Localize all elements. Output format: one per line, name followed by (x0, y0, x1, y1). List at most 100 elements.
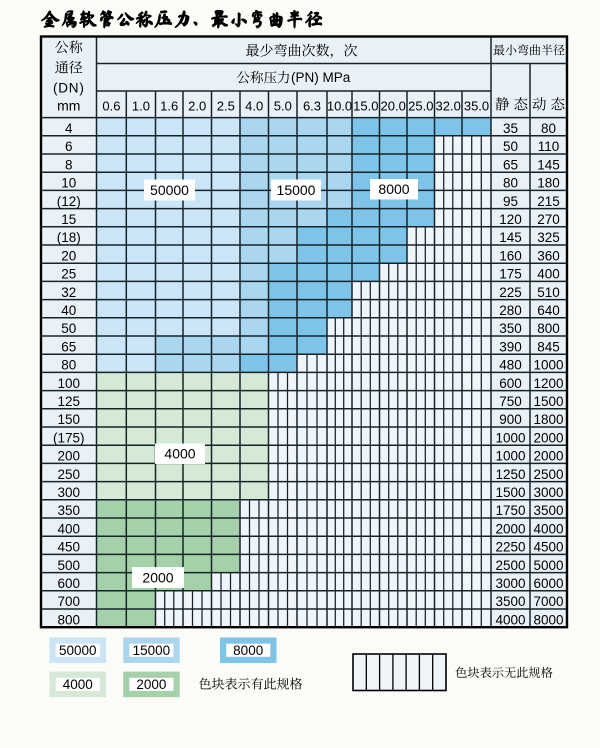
svg-text:50: 50 (503, 139, 518, 154)
svg-text:600: 600 (58, 576, 81, 591)
svg-text:25.0: 25.0 (408, 99, 433, 114)
svg-text:160: 160 (499, 248, 522, 263)
svg-text:750: 750 (499, 394, 522, 409)
svg-text:3500: 3500 (533, 503, 563, 518)
svg-text:1500: 1500 (533, 394, 563, 409)
svg-text:65: 65 (61, 339, 76, 354)
svg-text:(18): (18) (57, 230, 81, 245)
svg-text:1750: 1750 (495, 503, 525, 518)
svg-text:2500: 2500 (533, 467, 563, 482)
svg-text:5.0: 5.0 (274, 99, 292, 114)
svg-text:95: 95 (503, 194, 518, 209)
svg-text:3500: 3500 (495, 594, 525, 609)
svg-text:510: 510 (537, 285, 560, 300)
svg-text:8000: 8000 (233, 643, 263, 658)
svg-text:8: 8 (65, 157, 73, 172)
svg-text:(PN) MPa: (PN) MPa (291, 70, 351, 85)
svg-text:10: 10 (61, 176, 76, 191)
svg-text:845: 845 (537, 339, 560, 354)
svg-text:40: 40 (61, 303, 76, 318)
svg-text:15.0: 15.0 (353, 99, 378, 114)
svg-text:65: 65 (503, 157, 518, 172)
svg-text:0.6: 0.6 (102, 99, 120, 114)
svg-text:4500: 4500 (533, 540, 563, 555)
svg-text:35: 35 (503, 121, 518, 136)
svg-text:4000: 4000 (164, 446, 195, 462)
svg-text:20.0: 20.0 (381, 99, 406, 114)
svg-text:100: 100 (58, 376, 81, 391)
svg-text:1.0: 1.0 (132, 99, 150, 114)
svg-text:145: 145 (537, 157, 560, 172)
svg-text:2250: 2250 (495, 540, 525, 555)
svg-text:120: 120 (499, 212, 522, 227)
svg-text:2000: 2000 (136, 677, 166, 692)
svg-text:400: 400 (537, 267, 560, 282)
svg-text:125: 125 (58, 394, 81, 409)
svg-text:2.5: 2.5 (217, 99, 235, 114)
svg-text:2.0: 2.0 (188, 99, 206, 114)
svg-text:4000: 4000 (533, 521, 563, 536)
svg-text:4000: 4000 (495, 612, 525, 627)
svg-text:1.6: 1.6 (160, 99, 178, 114)
svg-text:1250: 1250 (495, 467, 525, 482)
svg-text:1000: 1000 (495, 430, 525, 445)
svg-text:1200: 1200 (533, 376, 563, 391)
svg-text:4: 4 (65, 121, 73, 136)
svg-text:145: 145 (499, 230, 522, 245)
svg-text:15000: 15000 (277, 182, 316, 198)
svg-text:6.3: 6.3 (303, 99, 321, 114)
svg-text:225: 225 (499, 285, 522, 300)
svg-text:8000: 8000 (533, 612, 563, 627)
svg-text:80: 80 (61, 358, 76, 373)
svg-text:800: 800 (58, 612, 81, 627)
svg-text:80: 80 (541, 121, 556, 136)
svg-text:2500: 2500 (495, 558, 525, 573)
svg-text:250: 250 (58, 467, 81, 482)
svg-text:350: 350 (499, 321, 522, 336)
svg-text:2000: 2000 (142, 569, 173, 585)
svg-text:mm: mm (57, 97, 80, 113)
svg-text:8000: 8000 (378, 181, 409, 197)
svg-text:600: 600 (499, 376, 522, 391)
svg-text:35.0: 35.0 (464, 99, 489, 114)
svg-text:32.0: 32.0 (436, 99, 461, 114)
svg-text:4.0: 4.0 (245, 99, 263, 114)
svg-text:640: 640 (537, 303, 560, 318)
svg-text:500: 500 (58, 558, 81, 573)
svg-text:1000: 1000 (533, 358, 563, 373)
svg-text:6: 6 (65, 139, 73, 154)
svg-text:110: 110 (538, 139, 560, 154)
svg-text:32: 32 (61, 285, 76, 300)
svg-text:2000: 2000 (533, 430, 563, 445)
svg-text:350: 350 (58, 503, 81, 518)
svg-text:20: 20 (61, 248, 76, 263)
svg-text:360: 360 (537, 248, 560, 263)
svg-text:150: 150 (58, 412, 81, 427)
svg-text:7000: 7000 (533, 594, 563, 609)
svg-text:1800: 1800 (533, 412, 563, 427)
svg-text:(DN): (DN) (53, 80, 85, 95)
svg-text:325: 325 (537, 230, 560, 245)
svg-text:5000: 5000 (533, 558, 563, 573)
svg-text:10.0: 10.0 (327, 99, 352, 114)
svg-text:700: 700 (58, 594, 81, 609)
svg-text:270: 270 (537, 212, 560, 227)
svg-text:390: 390 (499, 339, 522, 354)
svg-text:50: 50 (61, 321, 76, 336)
svg-text:2000: 2000 (533, 449, 563, 464)
svg-text:800: 800 (537, 321, 560, 336)
svg-text:6000: 6000 (533, 576, 563, 591)
svg-text:480: 480 (499, 358, 522, 373)
svg-text:3000: 3000 (533, 485, 563, 500)
svg-text:180: 180 (537, 176, 560, 191)
svg-text:4000: 4000 (63, 677, 93, 692)
svg-text:3000: 3000 (495, 576, 525, 591)
svg-text:215: 215 (537, 194, 560, 209)
svg-text:1500: 1500 (495, 485, 525, 500)
svg-text:(12): (12) (57, 194, 81, 209)
svg-text:80: 80 (503, 176, 518, 191)
svg-text:15: 15 (61, 212, 76, 227)
svg-text:1000: 1000 (495, 449, 525, 464)
svg-text:400: 400 (58, 521, 81, 536)
svg-text:50000: 50000 (59, 643, 97, 658)
